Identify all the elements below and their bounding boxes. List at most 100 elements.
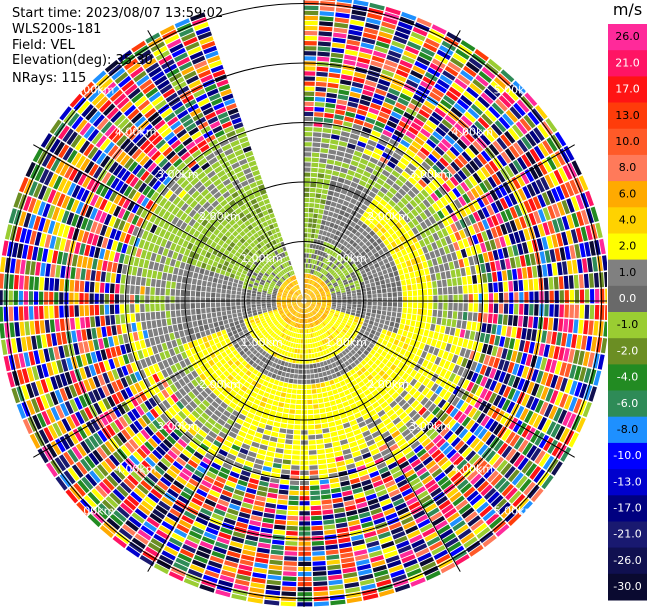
range-gate xyxy=(344,360,350,367)
range-gate xyxy=(566,198,575,213)
range-gate xyxy=(478,253,485,264)
range-gate xyxy=(178,369,186,378)
range-gate xyxy=(45,377,54,392)
range-gate xyxy=(516,497,530,511)
range-gate xyxy=(367,545,381,553)
range-gate xyxy=(298,302,302,306)
range-gate xyxy=(401,280,406,286)
range-gate xyxy=(64,401,74,415)
range-gate xyxy=(102,372,110,384)
range-gate xyxy=(273,458,283,464)
range-gate xyxy=(323,438,332,444)
range-gate xyxy=(276,323,281,328)
range-gate xyxy=(518,439,529,453)
range-gate xyxy=(111,381,120,393)
range-gate xyxy=(450,471,462,483)
range-gate xyxy=(199,381,207,390)
range-gate xyxy=(36,364,45,379)
range-gate xyxy=(441,138,452,149)
range-gate xyxy=(85,473,98,487)
range-gate xyxy=(446,165,457,175)
range-gate xyxy=(388,564,404,573)
range-gate xyxy=(271,338,276,344)
range-gate xyxy=(321,304,326,306)
range-gate xyxy=(346,258,352,264)
range-gate xyxy=(132,451,144,463)
range-gate xyxy=(437,399,447,409)
range-gate xyxy=(409,477,421,487)
range-gate xyxy=(538,142,549,157)
range-gate xyxy=(198,484,210,493)
range-gate xyxy=(316,362,321,368)
range-gate xyxy=(360,215,367,223)
range-gate xyxy=(559,247,566,261)
range-gate xyxy=(495,212,504,225)
range-gate xyxy=(513,303,519,315)
range-gate xyxy=(512,315,518,327)
range-gate xyxy=(141,500,154,512)
range-gate xyxy=(321,504,333,510)
range-gate xyxy=(309,312,312,317)
range-gate xyxy=(128,516,142,528)
range-gate xyxy=(425,119,437,130)
range-gate xyxy=(97,464,109,477)
range-gate xyxy=(237,516,250,524)
range-gate xyxy=(547,439,558,454)
range-gate xyxy=(406,313,412,320)
range-gate xyxy=(238,356,245,363)
range-gate xyxy=(298,328,301,334)
range-gate xyxy=(216,536,230,545)
range-gate xyxy=(366,287,371,292)
range-gate xyxy=(154,353,162,363)
range-gate xyxy=(305,294,307,299)
range-gate xyxy=(392,253,398,260)
range-gate xyxy=(310,286,314,291)
range-gate xyxy=(462,338,469,348)
range-gate xyxy=(346,596,363,604)
range-gate xyxy=(458,503,472,515)
range-gate xyxy=(315,284,320,288)
range-gate xyxy=(99,413,109,426)
range-gate xyxy=(458,196,467,207)
range-gate xyxy=(108,408,118,421)
range-gate xyxy=(143,521,157,533)
range-gate xyxy=(356,109,368,116)
range-gate xyxy=(116,391,125,403)
range-gate xyxy=(331,251,337,257)
range-gate xyxy=(316,304,321,307)
range-gate xyxy=(215,361,223,369)
range-gate xyxy=(433,295,438,303)
range-gate xyxy=(334,114,344,121)
range-gate xyxy=(130,471,143,483)
range-gate xyxy=(331,304,337,307)
range-gate xyxy=(407,396,416,405)
range-gate xyxy=(449,327,456,336)
range-gate xyxy=(415,215,424,223)
range-gate xyxy=(158,500,171,511)
range-gate xyxy=(178,378,186,387)
range-gate xyxy=(304,288,306,294)
range-gate xyxy=(396,479,408,488)
range-gate xyxy=(184,463,196,473)
range-gate xyxy=(304,192,310,197)
range-gate xyxy=(317,367,322,373)
range-gate xyxy=(432,58,446,69)
range-gate xyxy=(317,459,327,465)
range-gate xyxy=(324,529,336,535)
range-gate xyxy=(517,188,527,201)
range-gate xyxy=(443,295,448,303)
range-gate xyxy=(465,147,476,159)
range-gate xyxy=(343,261,349,267)
range-gate xyxy=(278,433,286,439)
range-gate xyxy=(399,235,406,243)
range-gate xyxy=(304,182,310,187)
range-gate xyxy=(461,357,468,368)
range-gate xyxy=(468,175,478,187)
range-gate xyxy=(88,377,96,390)
range-gate xyxy=(297,582,312,587)
range-gate xyxy=(215,342,222,349)
range-gate xyxy=(311,296,316,299)
range-gate xyxy=(380,106,392,115)
range-gate xyxy=(160,457,172,468)
range-gate xyxy=(481,323,487,333)
